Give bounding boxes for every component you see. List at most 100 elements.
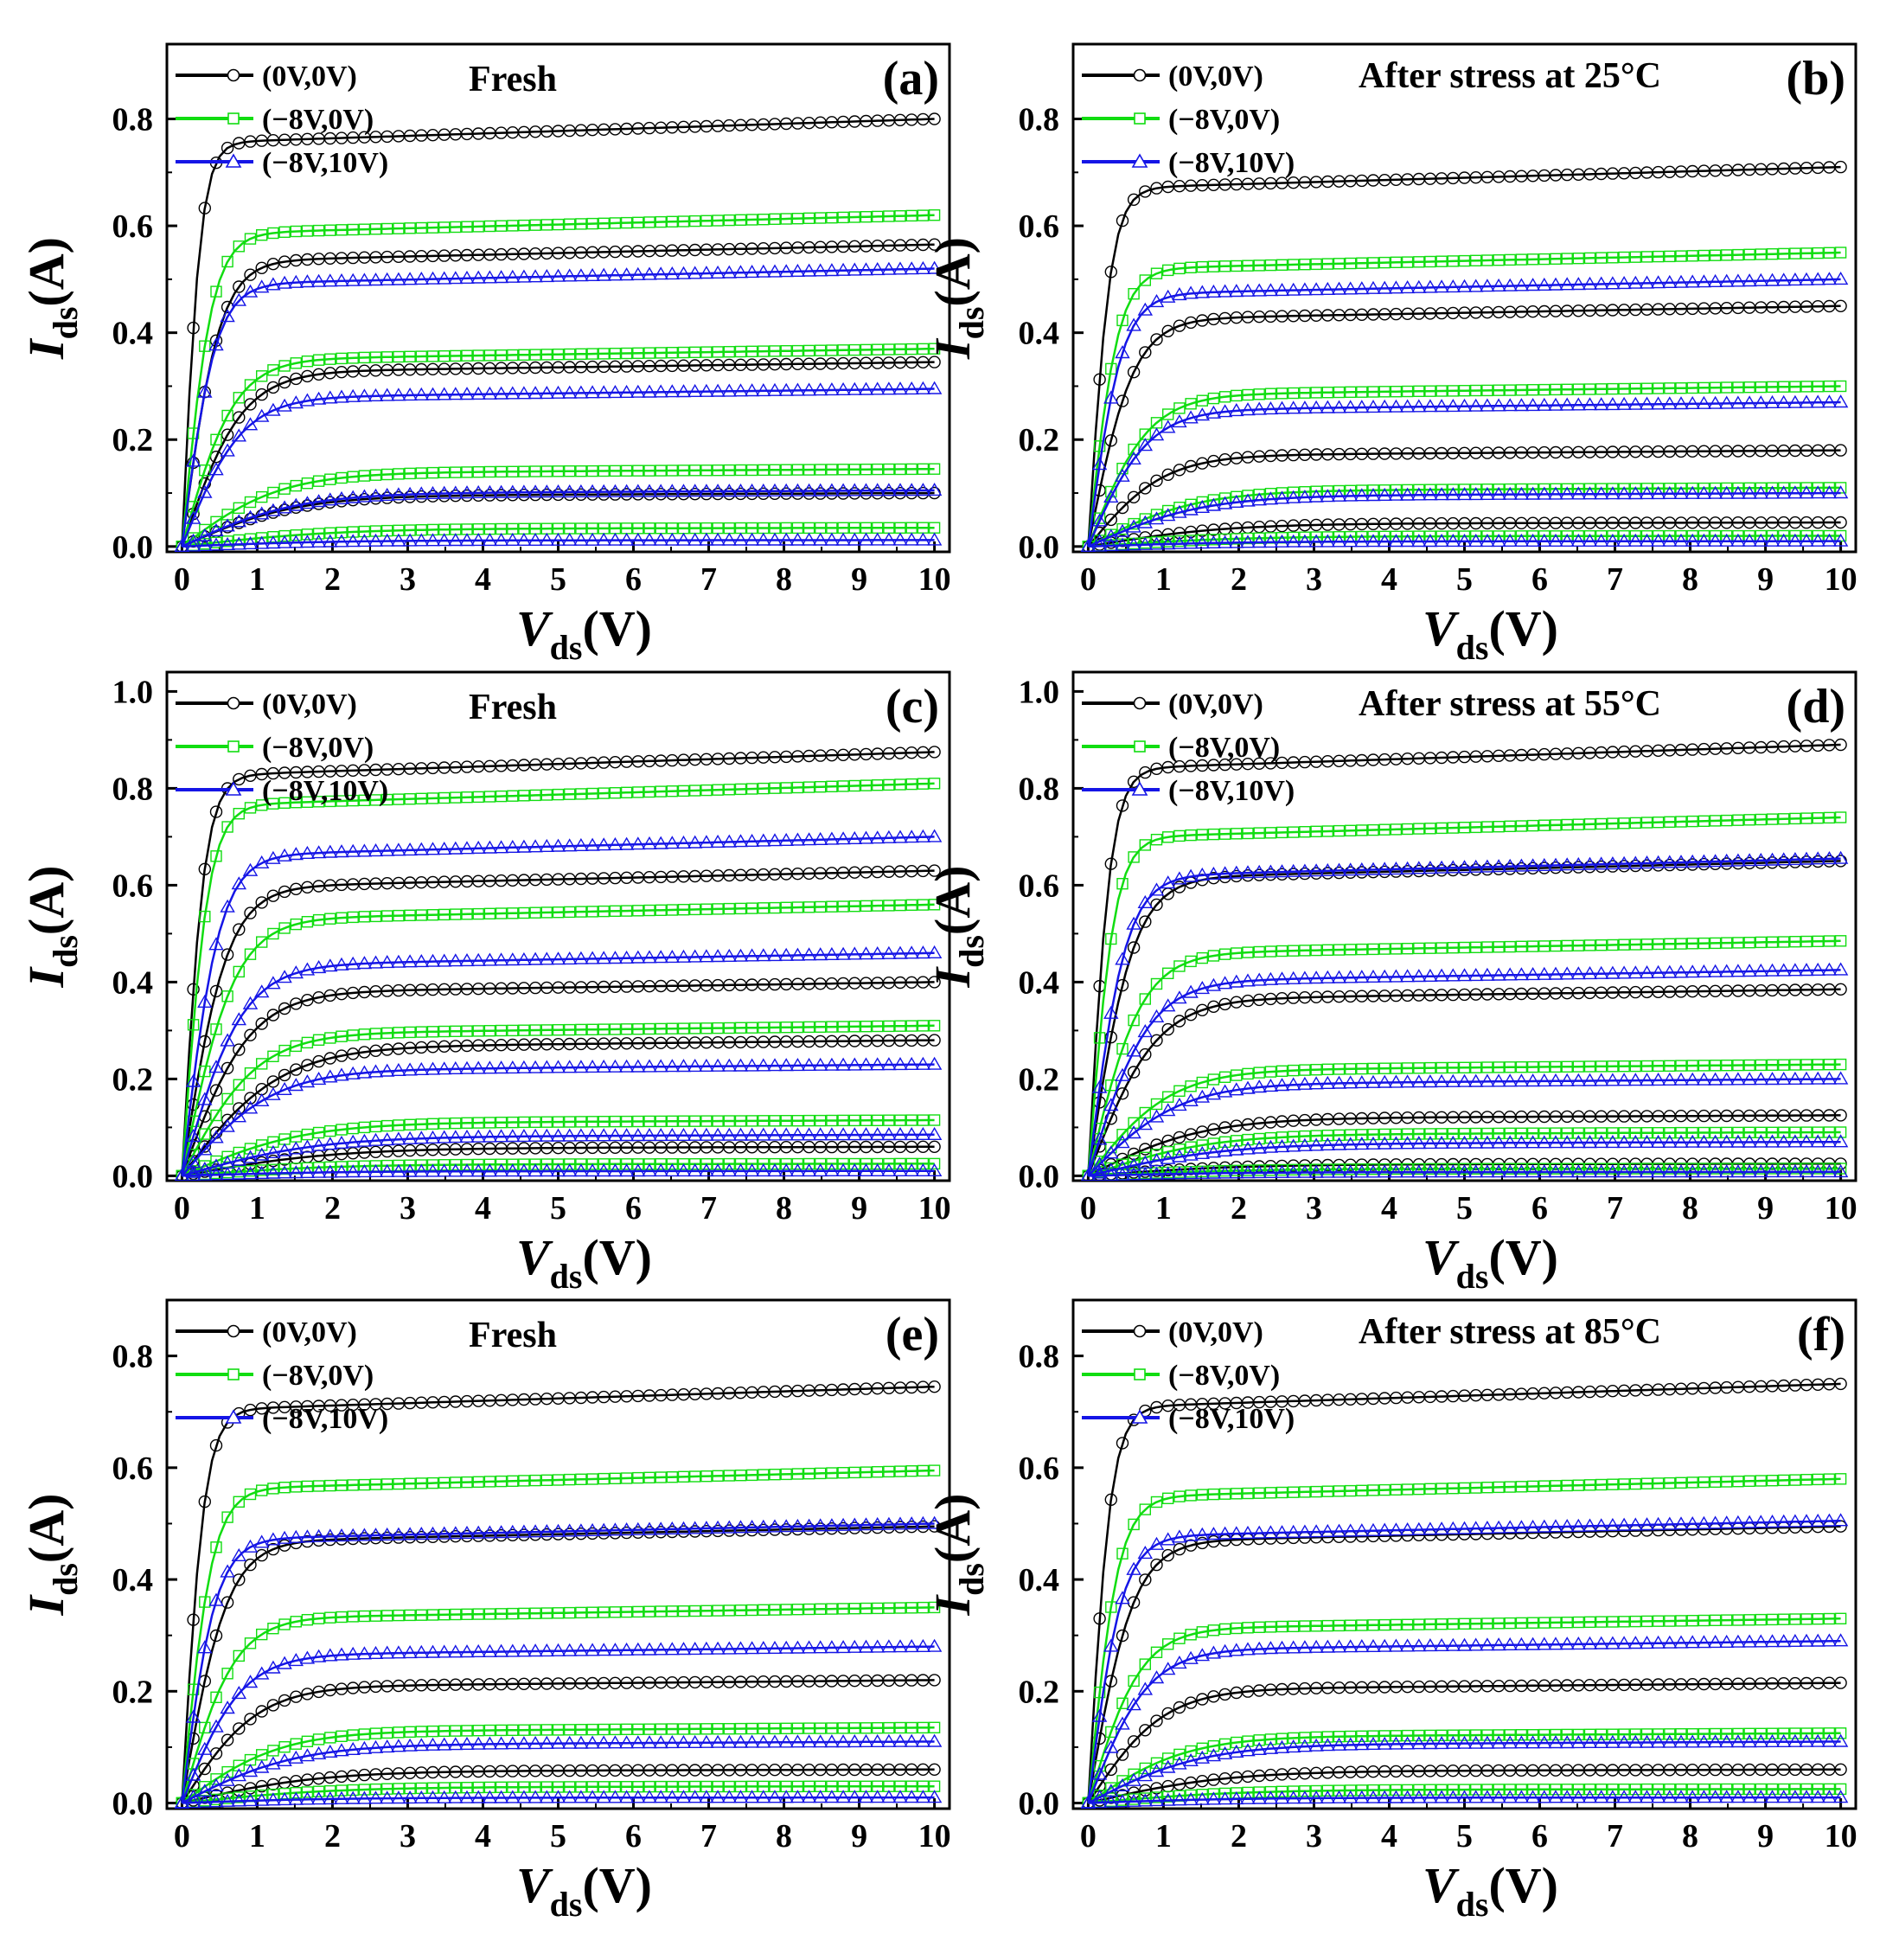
x-tick-label: 1	[249, 561, 265, 598]
data-point	[653, 1735, 668, 1749]
data-point	[1709, 1126, 1722, 1139]
data-point	[1627, 965, 1644, 979]
data-point	[345, 1134, 361, 1148]
data-point	[1753, 1163, 1769, 1178]
data-point	[426, 350, 439, 362]
data-point	[208, 462, 224, 476]
data-point	[393, 222, 405, 234]
data-point	[1297, 863, 1313, 877]
x-tick-label: 0	[174, 1818, 190, 1854]
data-point	[1172, 535, 1187, 549]
data-point	[1583, 252, 1596, 265]
data-point	[1709, 1060, 1722, 1072]
data-point	[598, 1606, 610, 1618]
data-point	[653, 1059, 668, 1073]
data-point	[801, 832, 817, 846]
data-point	[197, 384, 213, 398]
data-point	[1321, 825, 1334, 837]
data-point	[1320, 1137, 1336, 1150]
data-point	[596, 1522, 611, 1536]
data-point	[1707, 1072, 1723, 1086]
data-point	[208, 1158, 224, 1172]
fit-line	[181, 1525, 935, 1803]
data-point	[1481, 821, 1493, 833]
data-point	[607, 1790, 623, 1803]
panel-title: Fresh	[469, 60, 557, 99]
data-point	[1320, 281, 1336, 295]
data-point	[379, 1645, 395, 1659]
data-point	[404, 350, 416, 362]
data-point	[723, 464, 735, 477]
data-point	[210, 285, 222, 298]
data-point	[1263, 864, 1279, 878]
data-point	[1504, 384, 1516, 396]
data-point	[815, 1114, 827, 1127]
data-point	[1559, 1073, 1575, 1086]
y-axis-label: Ids(A)	[18, 866, 85, 989]
data-point	[1445, 487, 1461, 501]
data-point	[1537, 1073, 1552, 1087]
data-point	[528, 951, 543, 965]
data-point	[493, 1163, 509, 1177]
data-point	[1310, 825, 1322, 837]
data-point	[312, 354, 325, 366]
data-point	[1217, 866, 1233, 880]
data-point	[1513, 486, 1530, 500]
fit-line	[181, 491, 935, 548]
data-point	[1172, 1166, 1187, 1180]
data-point	[358, 1028, 371, 1041]
data-point	[790, 483, 806, 496]
data-point	[482, 532, 498, 547]
data-point	[1299, 387, 1311, 399]
data-point	[381, 1783, 393, 1795]
data-point	[393, 1726, 405, 1739]
data-point	[345, 1528, 361, 1541]
y-tick-label: 0.4	[112, 1562, 154, 1598]
data-point	[926, 945, 943, 958]
data-point	[801, 532, 817, 546]
data-point	[1607, 938, 1619, 951]
data-point	[801, 382, 817, 396]
data-point	[791, 901, 804, 913]
data-point	[425, 1163, 441, 1177]
data-point	[858, 483, 874, 496]
data-point	[1240, 493, 1256, 507]
data-point	[1800, 381, 1813, 393]
data-point	[220, 899, 235, 913]
data-point	[1321, 1063, 1334, 1076]
data-point	[288, 1529, 304, 1543]
data-point	[1582, 397, 1598, 411]
data-point	[1229, 974, 1244, 988]
data-point	[904, 1516, 919, 1530]
data-point	[1538, 940, 1551, 952]
data-point	[1707, 1164, 1723, 1178]
data-point	[1231, 1135, 1243, 1147]
data-point	[505, 1524, 521, 1538]
data-point	[197, 537, 213, 551]
data-point	[1832, 485, 1849, 499]
data-point	[1115, 951, 1130, 965]
data-point	[905, 1464, 918, 1477]
data-point	[1321, 1129, 1334, 1142]
data-point	[1730, 853, 1746, 867]
data-point	[231, 1166, 247, 1180]
data-point	[756, 1734, 771, 1748]
data-point	[915, 483, 931, 496]
data-point	[1161, 1548, 1174, 1562]
data-point	[630, 1642, 646, 1656]
data-point	[1297, 400, 1313, 414]
data-point	[618, 532, 635, 546]
fit-line	[181, 1522, 935, 1803]
data-point	[1217, 404, 1233, 418]
data-point	[505, 952, 521, 966]
data-point	[926, 1515, 943, 1529]
data-point	[1126, 451, 1141, 464]
data-point	[413, 1061, 430, 1075]
data-point	[1276, 1163, 1288, 1176]
fit-line	[1087, 1063, 1841, 1177]
data-point	[415, 1159, 427, 1171]
data-point	[812, 483, 828, 496]
data-point	[1297, 970, 1313, 984]
data-point	[883, 1157, 895, 1170]
data-point	[507, 465, 519, 477]
